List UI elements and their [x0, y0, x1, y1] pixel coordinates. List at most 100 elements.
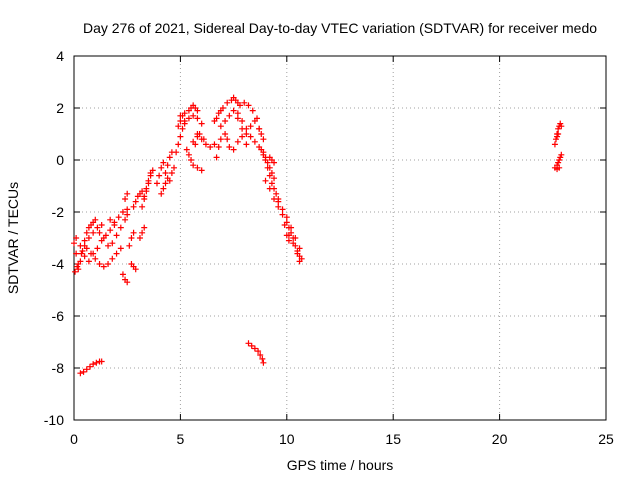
data-point: [90, 361, 97, 368]
data-point: [166, 154, 173, 161]
data-point: [75, 261, 82, 267]
data-point: [217, 123, 224, 130]
data-point: [132, 198, 139, 205]
data-point: [249, 107, 256, 114]
data-point: [243, 131, 250, 137]
x-tick-label: 0: [70, 431, 78, 447]
y-tick-label: -4: [52, 256, 65, 272]
data-point: [113, 250, 120, 257]
y-tick-label: -10: [44, 412, 64, 428]
data-point: [100, 235, 107, 241]
data-point: [164, 162, 171, 169]
data-point: [177, 112, 184, 119]
data-point: [224, 99, 231, 106]
data-point: [230, 107, 237, 114]
data-point: [226, 144, 233, 150]
data-point: [145, 177, 152, 184]
data-point: [279, 206, 286, 213]
data-point: [77, 370, 84, 377]
y-tick-label: 2: [56, 100, 64, 116]
data-point: [257, 352, 264, 358]
data-point: [224, 136, 231, 143]
data-point: [266, 172, 273, 179]
data-point: [222, 131, 229, 137]
data-point: [234, 138, 241, 145]
data-point: [259, 355, 266, 362]
data-point: [190, 112, 197, 119]
data-point: [93, 359, 100, 366]
data-point: [85, 258, 92, 265]
data-point: [77, 242, 84, 249]
data-point: [251, 118, 258, 124]
data-point: [202, 141, 209, 148]
data-point: [98, 358, 105, 365]
data-point: [275, 198, 282, 205]
plot-frame: [73, 55, 607, 421]
data-point: [213, 115, 220, 122]
data-point: [73, 250, 80, 257]
y-tick-label: -8: [52, 360, 65, 376]
data-point: [73, 235, 80, 241]
y-tick-label: -6: [52, 308, 65, 324]
data-point: [166, 177, 173, 184]
data-point: [94, 224, 101, 231]
data-point: [168, 170, 175, 176]
data-point: [234, 115, 241, 122]
data-point: [119, 209, 126, 215]
data-point: [296, 253, 303, 260]
data-point: [90, 229, 97, 236]
data-point: [248, 342, 255, 349]
data-point: [260, 136, 267, 143]
data-point: [139, 203, 146, 210]
data-point: [153, 180, 160, 187]
data-point: [188, 157, 195, 163]
data-point: [185, 151, 192, 158]
data-point: [273, 190, 280, 197]
data-point: [83, 245, 90, 252]
y-tick-label: -2: [52, 204, 65, 220]
data-point: [124, 206, 131, 213]
grid: [74, 56, 606, 420]
data-point: [158, 164, 165, 171]
y-tick-label: 4: [56, 48, 64, 64]
data-point: [271, 159, 278, 166]
data-point: [262, 177, 269, 184]
data-point: [173, 149, 180, 156]
x-axis-label: GPS time / hours: [287, 457, 394, 473]
data-points: [71, 94, 565, 377]
data-point: [213, 154, 220, 161]
data-point: [255, 348, 262, 355]
data-point: [113, 232, 120, 239]
data-point: [294, 248, 301, 254]
data-point: [555, 125, 562, 132]
x-tick-label: 15: [385, 431, 401, 447]
data-point: [162, 180, 169, 187]
data-point: [177, 133, 184, 140]
x-tick-label: 5: [177, 431, 185, 447]
data-point: [78, 250, 85, 257]
y-axis-label: SDTVAR / TECUs: [5, 182, 21, 294]
data-point: [124, 211, 131, 218]
y-tick-label: 0: [56, 152, 64, 168]
data-point: [554, 166, 561, 173]
data-point: [271, 175, 278, 182]
chart-title: Day 276 of 2021, Sidereal Day-to-day VTE…: [83, 20, 597, 36]
data-point: [162, 170, 169, 176]
data-point: [143, 185, 150, 192]
data-point: [239, 133, 246, 140]
data-point: [551, 141, 558, 148]
data-point: [288, 224, 295, 231]
data-point: [105, 242, 112, 249]
data-point: [117, 245, 124, 252]
data-point: [264, 164, 271, 171]
data-point: [256, 125, 263, 132]
data-point: [175, 123, 182, 130]
data-point: [111, 219, 118, 226]
data-point: [83, 229, 90, 236]
data-point: [215, 144, 222, 150]
data-point: [156, 172, 163, 179]
data-point: [251, 138, 258, 145]
data-point: [124, 279, 131, 286]
data-point: [109, 255, 116, 262]
